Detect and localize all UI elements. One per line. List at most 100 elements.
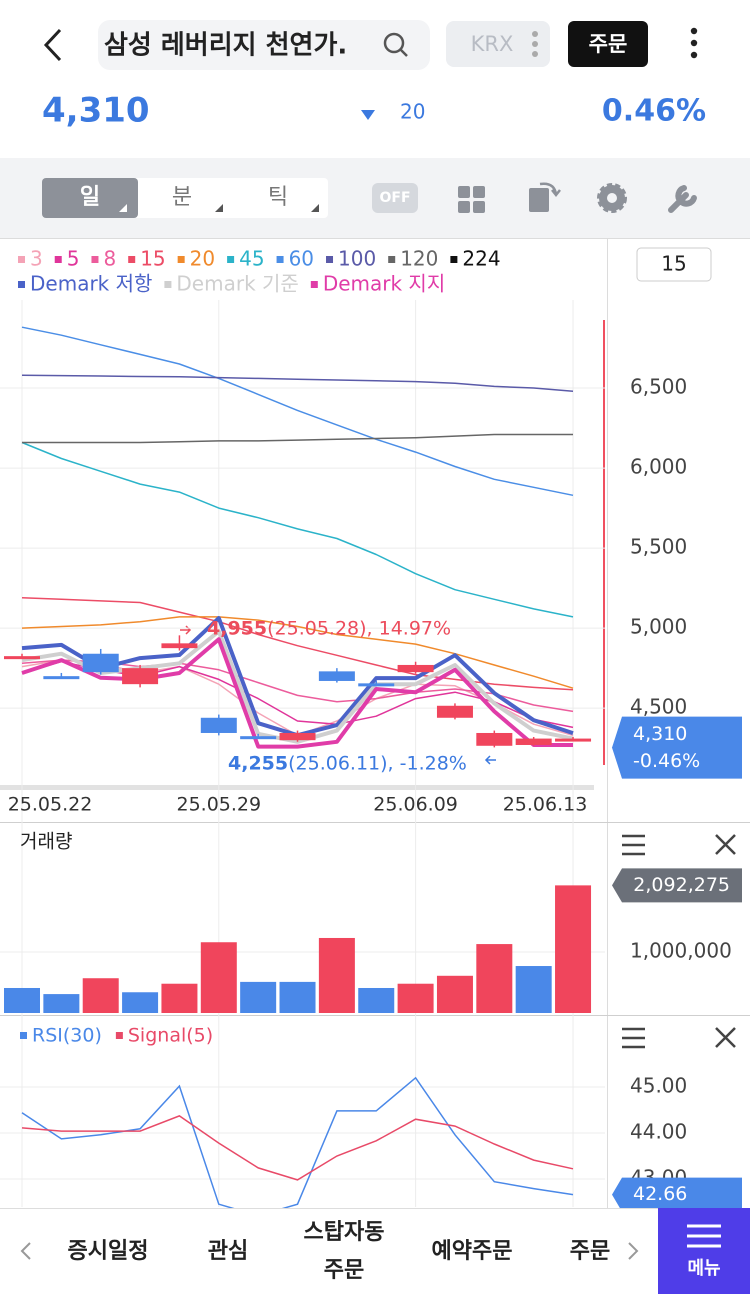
volume-bar [279, 981, 316, 1013]
exchange-button[interactable] [446, 21, 550, 67]
back-button[interactable] [43, 28, 62, 62]
y-tick-label: 6,500 [630, 375, 687, 399]
volume-bar [240, 981, 277, 1013]
volume-bar [358, 987, 395, 1013]
candle-body [82, 653, 119, 673]
legend-swatch [450, 256, 458, 263]
layout-icon[interactable] [458, 186, 485, 213]
y-tick-label: 44.00 [630, 1119, 687, 1143]
exchange-dot [532, 41, 538, 47]
nav-item[interactable]: 예약주문 [432, 1239, 513, 1264]
order-button[interactable] [568, 21, 648, 67]
legend-swatch [276, 256, 284, 263]
menu-icon [687, 1224, 721, 1248]
extreme-price: 4,255 [228, 752, 288, 774]
legend-label: 224 [462, 247, 500, 271]
legend-swatch [177, 256, 185, 263]
candle-body [358, 683, 395, 687]
period-tab[interactable]: 일 [80, 185, 100, 210]
exchange-dot [532, 51, 538, 57]
legend-label: Demark 기준 [176, 272, 298, 296]
pane-title: 거래량 [20, 831, 72, 853]
volume-bar [436, 975, 473, 1013]
legend-swatch [91, 256, 99, 263]
y-tick-label: 4,500 [630, 695, 687, 719]
y-tick-label: 6,000 [630, 455, 687, 479]
scroll-bar [0, 785, 594, 790]
price-tag [612, 868, 742, 903]
extreme-price: 4,955 [207, 617, 267, 639]
legend-swatch [18, 281, 25, 288]
legend-label: Signal(5) [128, 1025, 213, 1047]
volume-bar [43, 994, 80, 1013]
search-box[interactable] [98, 20, 430, 70]
legend-label: 5 [67, 247, 80, 271]
more-dot[interactable] [690, 39, 698, 47]
toggle-label: OFF [379, 190, 410, 206]
lines [4, 326, 592, 749]
nav-item[interactable]: 스탑자동 [304, 1220, 385, 1245]
y-tick-label: 5,000 [630, 615, 687, 639]
low-arrow [484, 755, 496, 765]
nav-prev[interactable] [20, 1242, 31, 1260]
exchange-dot [532, 31, 538, 37]
x-tick-label: 25.05.22 [8, 794, 93, 816]
tab-corner [215, 204, 223, 212]
period-tab[interactable]: 분 [172, 185, 192, 210]
candle-body [555, 738, 592, 742]
series-line [21, 616, 574, 689]
search-icon[interactable] [383, 32, 405, 54]
price-tag [612, 1177, 742, 1212]
exchange-label: KRX [471, 32, 514, 56]
pane-close-icon[interactable] [715, 834, 736, 855]
settings-icon[interactable] [597, 183, 627, 213]
y-tick-label: 5,500 [630, 535, 687, 559]
series-line [21, 441, 574, 618]
series-line [21, 1115, 574, 1181]
period-tab[interactable]: 틱 [268, 185, 288, 210]
tool-icon[interactable] [668, 185, 697, 213]
extreme-label: 4,955(25.05.28), 14.97% [207, 617, 451, 639]
volume-bar [555, 885, 592, 1013]
candle-body [161, 643, 198, 649]
toggle[interactable] [372, 183, 418, 213]
legend-swatch [115, 1032, 123, 1039]
nav-item[interactable]: 관심 [208, 1239, 248, 1264]
period-active[interactable] [42, 178, 138, 218]
legend-swatch [20, 1032, 27, 1039]
nav-item[interactable]: 증시일정 [68, 1239, 149, 1264]
legend-label: 120 [400, 247, 438, 271]
legend-label: 15 [140, 247, 165, 271]
volume-bar [397, 983, 434, 1013]
nav-next[interactable] [628, 1242, 639, 1260]
nav-item[interactable]: 주문 [570, 1239, 610, 1264]
legend-label: 60 [289, 247, 314, 271]
legend-label: RSI(30) [32, 1025, 102, 1047]
tab-corner [311, 204, 319, 212]
charts: 4,500 5,000 5,500 6,000 6,500 25.05.22 25.05.2… [0, 247, 742, 1212]
candle-body [200, 717, 237, 733]
export-icon[interactable] [529, 182, 561, 212]
x-tick-label: 25.06.09 [373, 794, 458, 816]
period-count-box[interactable] [636, 247, 712, 282]
legend-swatch [227, 256, 235, 263]
pane-menu-icon[interactable] [622, 834, 645, 856]
candle-body [122, 668, 159, 685]
more-dot[interactable] [690, 51, 698, 59]
x-tick-label: 25.05.29 [176, 794, 261, 816]
volume-bar [82, 978, 119, 1013]
candle-body [476, 732, 513, 746]
menu-button[interactable] [658, 1208, 750, 1294]
volume-bar [318, 937, 355, 1013]
order-label: 주문 [589, 32, 628, 56]
price: 4,310 [42, 91, 150, 131]
volume-bar [200, 942, 237, 1013]
pane-close-icon[interactable] [715, 1027, 736, 1048]
nav-item[interactable]: 주문 [324, 1258, 364, 1283]
legend-label: 3 [30, 247, 43, 271]
legend-label: 8 [103, 247, 116, 271]
pane-menu-icon[interactable] [622, 1027, 645, 1049]
more-dot[interactable] [690, 27, 698, 35]
candle-body [279, 732, 316, 741]
